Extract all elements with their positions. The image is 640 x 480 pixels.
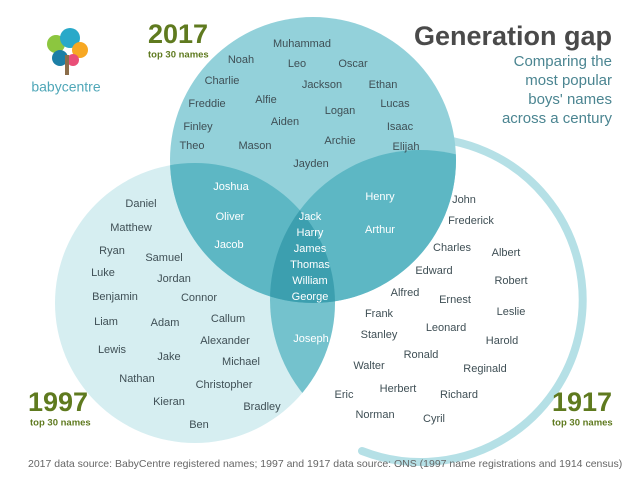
name: Theo xyxy=(179,140,204,152)
name: Stanley xyxy=(361,329,398,341)
name: Harold xyxy=(486,335,518,347)
name: Muhammad xyxy=(273,38,331,50)
set-caption: top 30 names xyxy=(552,418,613,429)
name: Isaac xyxy=(387,121,414,133)
name: Robert xyxy=(494,275,527,287)
name: Bradley xyxy=(243,401,281,413)
name: Herbert xyxy=(380,383,417,395)
name: Leslie xyxy=(497,306,526,318)
logo-text: babycentre xyxy=(31,79,100,95)
source: 2017 data source: BabyCentre registered … xyxy=(28,458,622,470)
subtitle-line: across a century xyxy=(502,110,613,127)
name: Henry xyxy=(365,191,395,203)
name: Connor xyxy=(181,292,217,304)
name: Michael xyxy=(222,356,260,368)
subtitle-line: Comparing the xyxy=(514,53,612,70)
name: Arthur xyxy=(365,224,395,236)
set-caption: top 30 names xyxy=(30,418,91,429)
name: Oliver xyxy=(216,211,245,223)
logo-leaf xyxy=(60,28,80,48)
name: Jack xyxy=(299,211,322,223)
name: Elijah xyxy=(393,141,420,153)
name: George xyxy=(292,291,329,303)
name: Jake xyxy=(157,351,180,363)
name: Eric xyxy=(335,389,354,401)
name: Ronald xyxy=(404,349,439,361)
name: Adam xyxy=(151,317,180,329)
set-caption: top 30 names xyxy=(148,50,209,61)
name: Archie xyxy=(324,135,355,147)
logo-trunk xyxy=(65,55,69,75)
name: Joshua xyxy=(213,181,249,193)
logo-leaf xyxy=(52,50,68,66)
name: Albert xyxy=(492,247,521,259)
name: Harry xyxy=(297,227,324,239)
name: Christopher xyxy=(196,379,253,391)
name: Lucas xyxy=(380,98,410,110)
name: Alexander xyxy=(200,335,250,347)
name: Oscar xyxy=(338,58,368,70)
name: Walter xyxy=(353,360,385,372)
names: Muhammad Noah Leo Oscar Charlie Jackson Ethan F… xyxy=(91,38,527,431)
overlap-2017-1997 xyxy=(170,163,335,303)
name: Ethan xyxy=(369,79,398,91)
name: Edward xyxy=(415,265,452,277)
name: Benjamin xyxy=(92,291,138,303)
name: Leo xyxy=(288,58,306,70)
name: Thomas xyxy=(290,259,330,271)
name: Kieran xyxy=(153,396,185,408)
set-year: 1917 xyxy=(552,387,612,417)
name: Frank xyxy=(365,308,394,320)
venn xyxy=(55,17,587,466)
ring-1917 xyxy=(358,133,587,466)
subtitle-line: most popular xyxy=(525,72,612,89)
name: Callum xyxy=(211,313,245,325)
name: Liam xyxy=(94,316,118,328)
name: Reginald xyxy=(463,363,506,375)
logo-leaf xyxy=(72,42,88,58)
name: Ryan xyxy=(99,245,125,257)
logo-leaf xyxy=(67,54,79,66)
name: James xyxy=(294,243,327,255)
name: Samuel xyxy=(145,252,182,264)
name: Alfred xyxy=(391,287,420,299)
name: Jayden xyxy=(293,158,328,170)
set-year: 1997 xyxy=(28,387,88,417)
name: Charles xyxy=(433,242,471,254)
name: Freddie xyxy=(188,98,225,110)
name: Noah xyxy=(228,54,254,66)
name: Jacob xyxy=(214,239,243,251)
name: William xyxy=(292,275,327,287)
name: Finley xyxy=(183,121,213,133)
logo: babycentre xyxy=(31,28,101,95)
name: Cyril xyxy=(423,413,445,425)
subtitle-line: boys' names xyxy=(528,91,612,108)
name: Alfie xyxy=(255,94,276,106)
name: Ben xyxy=(189,419,209,431)
name: Aiden xyxy=(271,116,299,128)
name: Matthew xyxy=(110,222,152,234)
name: Lewis xyxy=(98,344,127,356)
name: Frederick xyxy=(448,215,494,227)
name: Logan xyxy=(325,105,356,117)
name: Nathan xyxy=(119,373,154,385)
subtitle: Comparing the most popular boys' names acro… xyxy=(502,53,613,127)
name: Charlie xyxy=(205,75,240,87)
name: John xyxy=(452,194,476,206)
name: Richard xyxy=(440,389,478,401)
name: Mason xyxy=(238,140,271,152)
set-year: 2017 xyxy=(148,19,208,49)
name: Leonard xyxy=(426,322,466,334)
name: Norman xyxy=(355,409,394,421)
name: Ernest xyxy=(439,294,471,306)
name: Jackson xyxy=(302,79,342,91)
name: Daniel xyxy=(125,198,156,210)
name: Luke xyxy=(91,267,115,279)
name: Jordan xyxy=(157,273,191,285)
title: Generation gap xyxy=(414,21,612,51)
name: Joseph xyxy=(293,333,328,345)
